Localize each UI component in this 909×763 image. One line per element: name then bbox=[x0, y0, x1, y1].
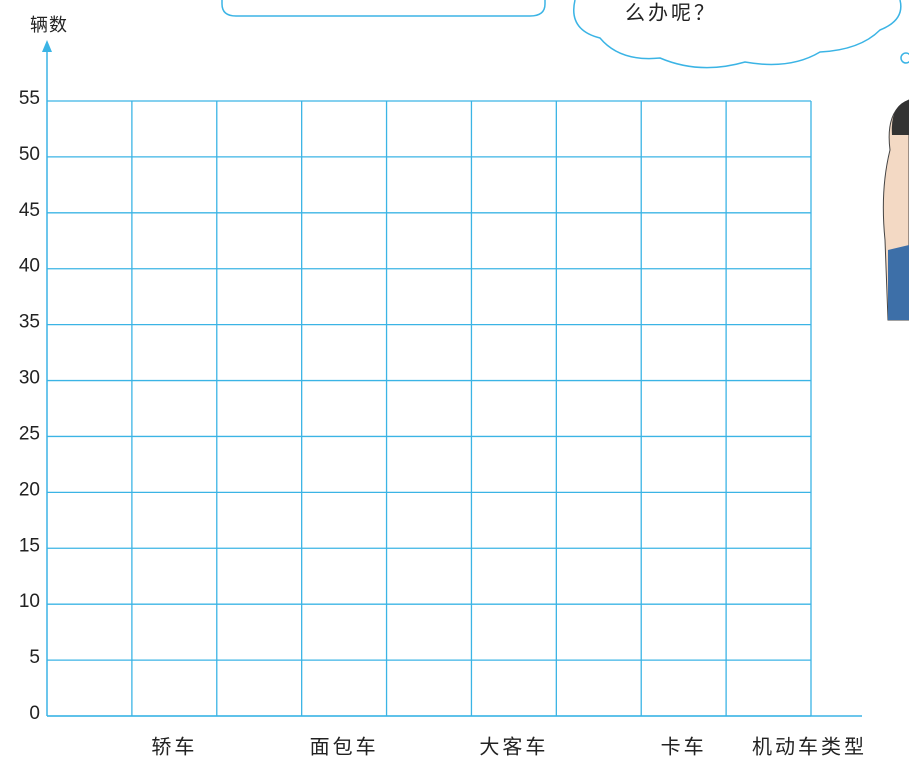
x-tick-label: 面包车 bbox=[310, 735, 379, 759]
y-tick-label: 10 bbox=[19, 591, 40, 612]
y-tick-label: 50 bbox=[19, 144, 40, 165]
y-tick-label: 0 bbox=[29, 703, 40, 724]
y-tick-label: 5 bbox=[29, 647, 40, 668]
speech-bubble bbox=[573, 0, 902, 69]
y-tick-label: 25 bbox=[19, 423, 40, 444]
y-tick-label: 20 bbox=[19, 479, 40, 500]
x-axis-label: 机动车类型 bbox=[752, 735, 867, 759]
y-tick-label: 35 bbox=[19, 312, 40, 333]
boy-figure bbox=[882, 99, 909, 321]
bubble-dot bbox=[900, 52, 909, 64]
y-tick-label: 15 bbox=[19, 535, 40, 556]
x-tick-label: 卡车 bbox=[661, 735, 707, 759]
y-axis-label: 辆数 bbox=[30, 15, 68, 36]
y-tick-label: 55 bbox=[19, 88, 40, 109]
bubble-text: 么办呢？ bbox=[625, 1, 717, 25]
x-tick-label: 大客车 bbox=[479, 735, 548, 759]
speech-bubble bbox=[221, 0, 546, 17]
x-tick-label: 轿车 bbox=[151, 735, 197, 759]
y-tick-label: 30 bbox=[19, 368, 40, 389]
y-tick-label: 45 bbox=[19, 200, 40, 221]
y-tick-label: 40 bbox=[19, 256, 40, 277]
y-axis-arrow bbox=[42, 40, 52, 52]
